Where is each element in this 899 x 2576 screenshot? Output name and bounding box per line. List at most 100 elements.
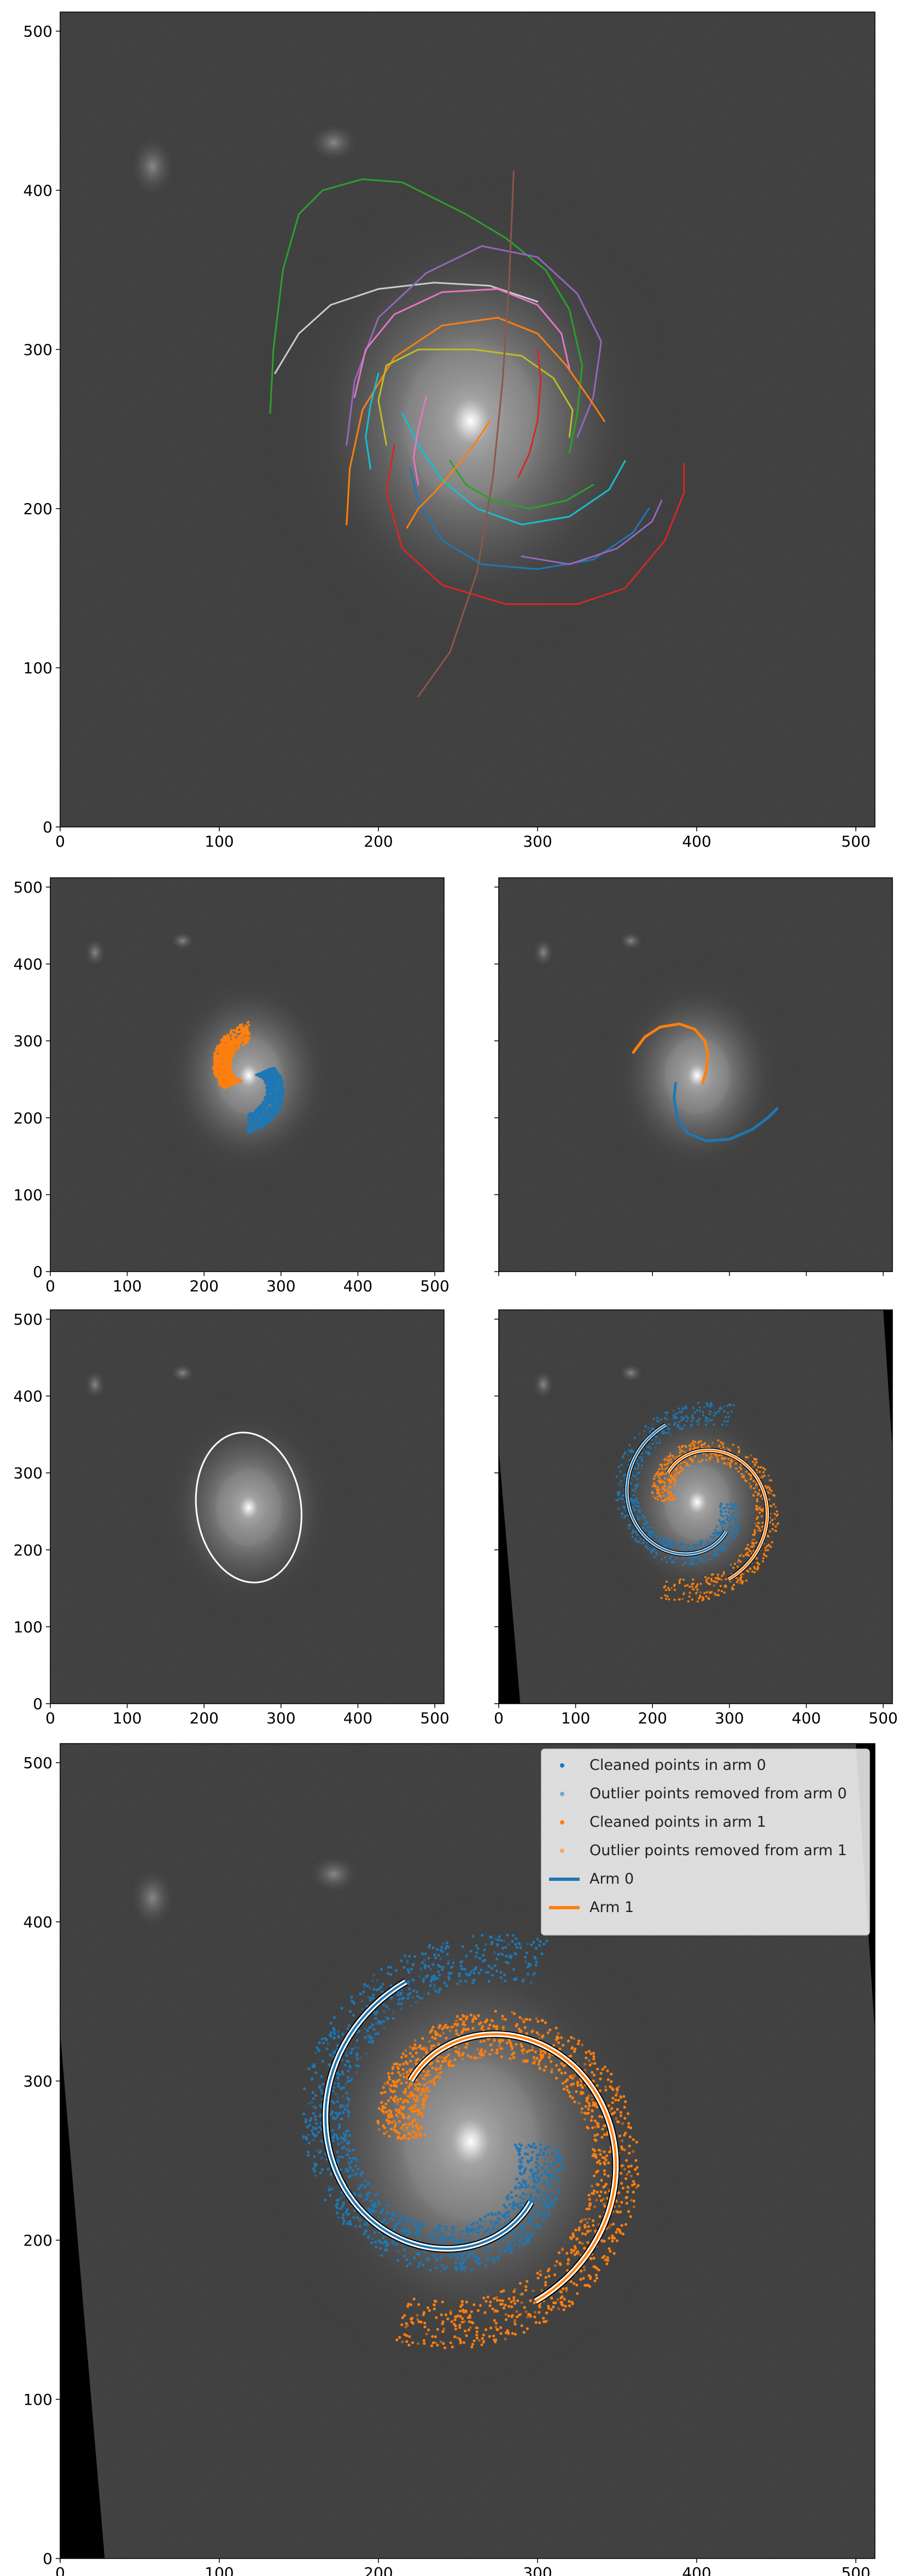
- arm-point: [476, 2236, 480, 2239]
- arm-point: [529, 2146, 532, 2149]
- arm-point: [758, 1471, 761, 1473]
- arm-point: [522, 1978, 525, 1981]
- arm-point: [267, 1108, 271, 1111]
- arm-point: [723, 1540, 726, 1542]
- arm-point: [540, 2289, 544, 2292]
- arm-point: [711, 1456, 714, 1459]
- arm-point: [533, 2185, 536, 2188]
- arm-point: [268, 1089, 271, 1093]
- arm-point: [513, 2243, 517, 2247]
- arm-point: [226, 1047, 229, 1050]
- arm-point: [764, 1485, 767, 1488]
- arm-point: [755, 1541, 758, 1544]
- arm-point: [558, 2177, 561, 2181]
- arm-point: [320, 2168, 324, 2171]
- arm-point: [238, 1024, 241, 1027]
- arm-point: [320, 2140, 323, 2143]
- arm-point: [426, 1974, 429, 1977]
- arm-point: [732, 1404, 735, 1407]
- arm-point: [735, 1581, 738, 1583]
- arm-point: [371, 2024, 375, 2027]
- arm-point: [332, 2036, 336, 2039]
- arm-point: [687, 1600, 690, 1603]
- arm-point: [658, 1538, 661, 1541]
- arm-point: [744, 1479, 746, 1482]
- arm-point: [542, 2213, 545, 2217]
- arm-point: [655, 1487, 657, 1489]
- arm-point: [716, 1531, 719, 1534]
- arm-point: [527, 2184, 530, 2188]
- arm-point: [471, 1934, 475, 1938]
- y-tick-label: 400: [24, 182, 52, 200]
- arm-point: [346, 2027, 349, 2031]
- arm-point: [272, 1087, 275, 1091]
- arm-point: [562, 2088, 566, 2091]
- arm-point: [548, 2204, 551, 2207]
- arm-point: [366, 2194, 370, 2198]
- arm-point: [259, 1112, 262, 1115]
- arm-point: [733, 1536, 736, 1538]
- x-tick-label: 400: [343, 1277, 372, 1295]
- arm-point: [721, 1423, 723, 1426]
- arm-point: [270, 1067, 273, 1070]
- x-tick-label: 300: [715, 1709, 744, 1727]
- arm-point: [615, 2230, 618, 2234]
- arm-point: [721, 1457, 723, 1460]
- arm-point: [692, 1578, 694, 1581]
- arm-point: [244, 1041, 247, 1044]
- arm-point: [733, 1563, 736, 1565]
- arm-point: [687, 1417, 690, 1419]
- arm-point: [639, 1537, 642, 1540]
- arm-point: [670, 1541, 673, 1544]
- arm-point: [396, 2002, 400, 2006]
- arm-point: [331, 2089, 335, 2093]
- arm-point: [739, 1512, 742, 1514]
- arm-point: [627, 2125, 631, 2129]
- arm-point: [512, 2207, 516, 2211]
- arm-point: [329, 2113, 333, 2116]
- arm-point: [458, 2309, 462, 2313]
- arm-point: [416, 2219, 420, 2223]
- arm-point: [257, 1111, 260, 1114]
- arm-point: [266, 1082, 268, 1085]
- arm-point: [729, 1519, 732, 1522]
- arm-point: [382, 2241, 385, 2245]
- arm-point: [445, 2265, 449, 2269]
- arm-point: [692, 1448, 694, 1450]
- arm-point: [411, 1996, 414, 1999]
- arm-point: [725, 1424, 728, 1426]
- arm-point: [698, 1441, 700, 1443]
- arm-point: [540, 2148, 543, 2152]
- arm-point: [355, 2057, 359, 2061]
- arm-point: [493, 1964, 497, 1967]
- arm-point: [223, 1041, 226, 1044]
- arm-point: [427, 1992, 430, 1995]
- arm-point: [348, 2024, 351, 2027]
- background-source: [617, 930, 645, 952]
- arm-point: [447, 1975, 451, 1979]
- arm-point: [374, 2194, 377, 2197]
- arm-point: [667, 1587, 670, 1589]
- arm-point: [463, 2239, 466, 2242]
- arm-point: [327, 2185, 331, 2189]
- arm-point: [229, 1068, 232, 1071]
- arm-point: [696, 1563, 699, 1565]
- arm-point: [659, 1494, 662, 1496]
- arm-point: [661, 1558, 663, 1561]
- arm-point: [276, 1076, 279, 1079]
- arm-point: [215, 1054, 218, 1057]
- arm-point: [536, 2163, 540, 2166]
- arm-point: [682, 1556, 685, 1559]
- arm-point: [406, 2305, 410, 2308]
- arm-point: [353, 2173, 356, 2177]
- arm-point: [495, 2256, 499, 2259]
- arm-point: [347, 2140, 350, 2143]
- arm-point: [680, 1446, 683, 1448]
- arm-point: [770, 1541, 773, 1543]
- arm-point: [542, 2202, 545, 2205]
- arm-point: [523, 2243, 527, 2246]
- arm-point: [704, 1442, 707, 1444]
- arm-point: [332, 2029, 336, 2032]
- arm-point: [336, 2114, 339, 2118]
